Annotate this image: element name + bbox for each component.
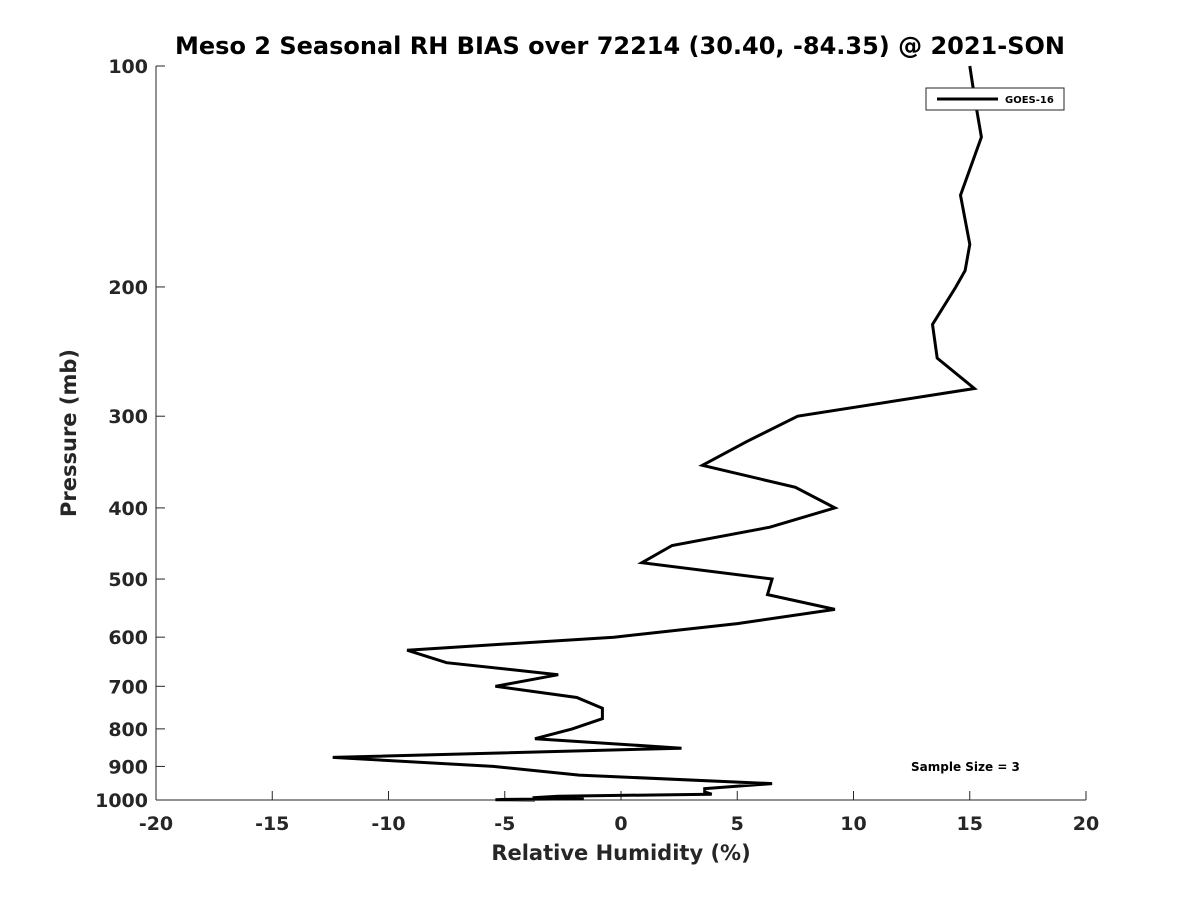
x-tick-label: -10 (371, 813, 405, 835)
x-tick-label: 0 (614, 813, 627, 835)
x-tick-label: -5 (494, 813, 515, 835)
x-axis-label: Relative Humidity (%) (491, 841, 750, 865)
y-tick-label: 200 (108, 277, 148, 299)
x-tick-label: -20 (139, 813, 173, 835)
y-tick-label: 600 (108, 627, 148, 649)
x-ticks: -20 -15 -10 -5 0 5 10 15 20 (139, 791, 1099, 835)
axes (155, 66, 1086, 801)
y-tick-label: 1000 (95, 790, 148, 812)
x-tick-label: 15 (957, 813, 983, 835)
chart-title: Meso 2 Seasonal RH BIAS over 72214 (30.4… (175, 32, 1065, 60)
x-tick-label: -15 (255, 813, 289, 835)
y-tick-label: 400 (108, 498, 148, 520)
x-tick-label: 10 (840, 813, 866, 835)
y-axis-label: Pressure (mb) (57, 349, 81, 517)
y-ticks: 100 200 300 400 500 600 700 800 900 1000 (95, 56, 165, 812)
legend-label-goes16: GOES-16 (1005, 95, 1054, 106)
y-tick-label: 700 (108, 676, 148, 698)
series-layer (332, 65, 983, 802)
sample-size-annotation: Sample Size = 3 (911, 760, 1020, 774)
y-tick-label: 800 (108, 719, 148, 741)
y-tick-label: 100 (108, 56, 148, 78)
y-tick-label: 500 (108, 569, 148, 591)
legend: GOES-16 (925, 87, 1065, 111)
series-line-goes-16 (332, 65, 983, 802)
x-tick-label: 5 (731, 813, 744, 835)
x-tick-label: 20 (1073, 813, 1099, 835)
y-tick-label: 900 (108, 756, 148, 778)
y-tick-label: 300 (108, 406, 148, 428)
